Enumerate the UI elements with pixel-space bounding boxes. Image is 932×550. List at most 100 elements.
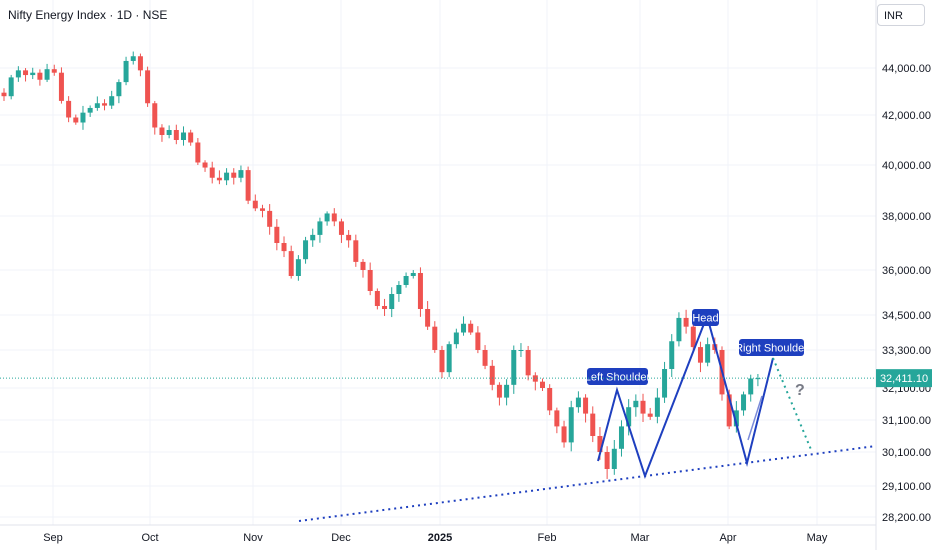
candle-body — [697, 347, 703, 363]
candle-body — [245, 170, 251, 201]
candle-body — [690, 326, 696, 348]
candle-body — [425, 309, 431, 327]
candle-body — [331, 213, 337, 222]
pattern-leg — [747, 395, 763, 441]
candle-body — [705, 344, 711, 363]
candle-body — [252, 200, 258, 209]
candle-body — [446, 344, 452, 373]
question-mark-annotation: ? — [795, 382, 805, 399]
x-tick-label: Feb — [538, 532, 557, 544]
candle-body — [353, 240, 359, 262]
candle-body — [482, 350, 488, 366]
candle-body — [224, 172, 230, 181]
candle-body — [611, 448, 617, 469]
y-tick-label: 31,100.00 — [882, 415, 931, 427]
chart-title: Nifty Energy Index · 1D · NSE — [8, 8, 168, 22]
candle-body — [66, 100, 72, 118]
candle-body — [159, 127, 165, 135]
candle-body — [590, 413, 596, 436]
y-tick-label: 36,000.00 — [882, 265, 931, 277]
x-tick-label: Apr — [719, 532, 736, 544]
drawings: ? Left Shoulder Head Right Shoulder — [0, 309, 877, 522]
pattern-label-box — [692, 309, 719, 326]
candle-body — [597, 436, 603, 452]
pattern-label: Left Shoulder — [585, 372, 651, 384]
candle-body — [303, 240, 309, 260]
candle-body — [568, 407, 574, 443]
candle-body — [396, 285, 402, 294]
candle-body — [259, 208, 265, 211]
candle-body — [640, 400, 646, 414]
candle-body — [94, 103, 100, 108]
candle-body — [489, 365, 495, 385]
candle-body — [281, 243, 287, 252]
candle-body — [295, 259, 301, 276]
y-tick-label: 44,000.00 — [882, 63, 931, 75]
candle-body — [238, 170, 244, 178]
x-tick-label: 2025 — [428, 532, 452, 544]
candle-body — [439, 350, 445, 373]
candle-body — [741, 394, 747, 411]
candle-body — [8, 77, 14, 97]
time-axis: Sep Oct Nov Dec 2025 Feb Mar Apr May — [43, 532, 828, 544]
candle-body — [87, 107, 93, 113]
candle-body — [633, 400, 639, 408]
y-tick-label: 29,100.00 — [882, 481, 931, 493]
head-and-shoulders-pattern — [597, 312, 774, 479]
candle-body — [575, 397, 581, 408]
candle-body — [647, 413, 653, 417]
candle-body — [676, 317, 682, 342]
candle-body — [23, 70, 29, 76]
candle-body — [468, 323, 474, 333]
pattern-label: Head — [692, 313, 718, 325]
candle-body — [733, 410, 739, 427]
x-tick-label: Oct — [141, 532, 158, 544]
candle-body — [360, 261, 366, 270]
candle-body — [346, 234, 352, 241]
candle-body — [37, 72, 43, 80]
price-axis: 44,000.00 42,000.00 40,000.00 38,000.00 36,0… — [876, 63, 932, 524]
projection-line — [772, 357, 813, 453]
candle-body — [137, 56, 143, 71]
x-tick-label: Dec — [331, 532, 351, 544]
y-tick-label: 33,300.00 — [882, 345, 931, 357]
candle-body — [173, 130, 179, 140]
candle-body — [274, 226, 280, 243]
candle-body — [130, 56, 136, 61]
candle-body — [30, 72, 36, 76]
candle-body — [202, 162, 208, 168]
y-tick-label: 28,200.00 — [882, 512, 931, 524]
candle-body — [80, 112, 86, 123]
candle-body — [58, 72, 64, 101]
candle-body — [755, 378, 761, 380]
candle-body — [216, 177, 222, 181]
candle-body — [188, 132, 194, 143]
candle-body — [195, 142, 201, 163]
x-tick-label: Nov — [243, 532, 263, 544]
candle-body — [15, 70, 21, 78]
candle-body — [44, 69, 50, 80]
candle-body — [561, 426, 567, 443]
candle-body — [417, 273, 423, 309]
support-trendline — [298, 445, 877, 522]
currency-selector[interactable]: INR — [877, 4, 925, 26]
candle-body — [1, 92, 7, 97]
candle-body — [367, 270, 373, 291]
candle-body — [310, 234, 316, 241]
candle-body — [547, 388, 553, 411]
candle-body — [410, 273, 416, 276]
candle-body — [181, 132, 186, 140]
candle-body — [317, 221, 323, 235]
candle-body — [669, 341, 675, 369]
candle-body — [654, 397, 660, 417]
pattern-label-box — [587, 368, 648, 385]
candle-body — [73, 117, 79, 123]
candle-body — [726, 394, 732, 427]
candle-body — [748, 378, 754, 395]
y-tick-label: 30,100.00 — [882, 447, 931, 459]
candle-body — [683, 317, 689, 327]
price-axis-background — [876, 0, 932, 550]
y-tick-label: 34,500.00 — [882, 310, 931, 322]
pattern-label-box — [739, 339, 804, 356]
